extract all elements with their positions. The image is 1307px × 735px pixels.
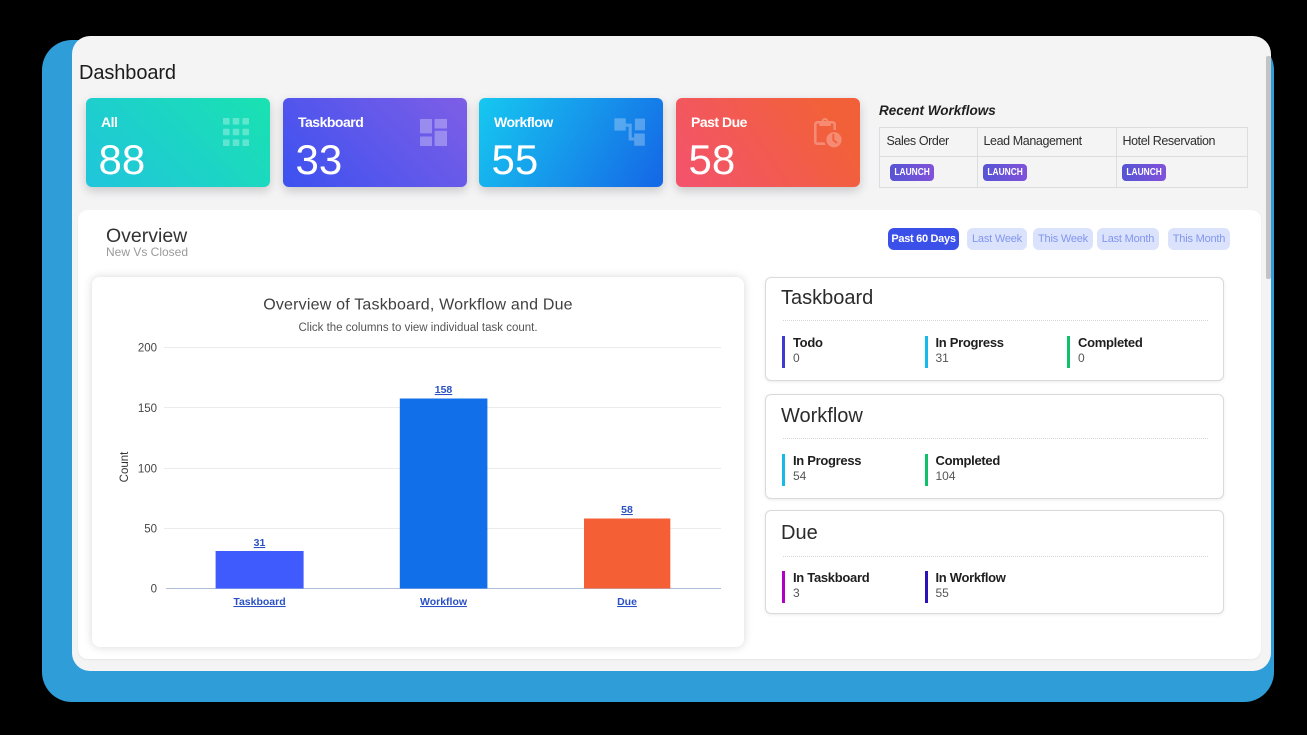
svg-text:Taskboard: Taskboard [233,596,285,608]
svg-text:Overview of Taskboard, Workflo: Overview of Taskboard, Workflow and Due [263,297,573,314]
svg-text:58: 58 [621,504,633,516]
svg-text:31: 31 [254,537,266,549]
svg-text:150: 150 [138,403,157,415]
svg-text:Click the columns to view indi: Click the columns to view individual tas… [298,322,537,334]
svg-text:Count: Count [119,451,131,482]
svg-text:Workflow: Workflow [420,596,468,608]
svg-text:50: 50 [144,524,157,536]
svg-text:200: 200 [138,343,157,355]
svg-text:100: 100 [138,464,157,476]
svg-text:Due: Due [617,596,637,608]
svg-text:158: 158 [435,384,453,396]
svg-text:0: 0 [151,584,157,596]
